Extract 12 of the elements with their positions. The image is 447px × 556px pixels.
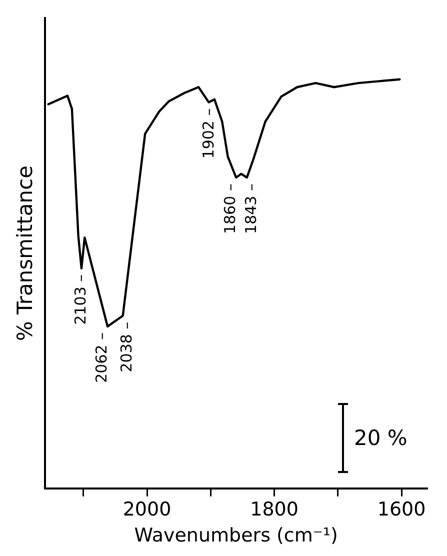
annotation: 2103 – (71, 274, 90, 325)
annotation: 1902 – (199, 108, 218, 159)
annotation: 1860 – (220, 184, 239, 234)
x-tick-label: 2000 (122, 498, 172, 521)
x-axis-title: Wavenumbers (cm⁻¹) (134, 524, 338, 547)
x-tick-label: 1800 (250, 498, 298, 521)
x-tick-label: 1600 (377, 498, 426, 521)
annotation: 2038 – (118, 322, 136, 372)
y-axis-title: % Transmittance (13, 165, 38, 341)
annotation: 2062 – (92, 332, 110, 383)
annotation: 20 % (354, 426, 408, 450)
annotation: 1843 – (242, 184, 260, 234)
